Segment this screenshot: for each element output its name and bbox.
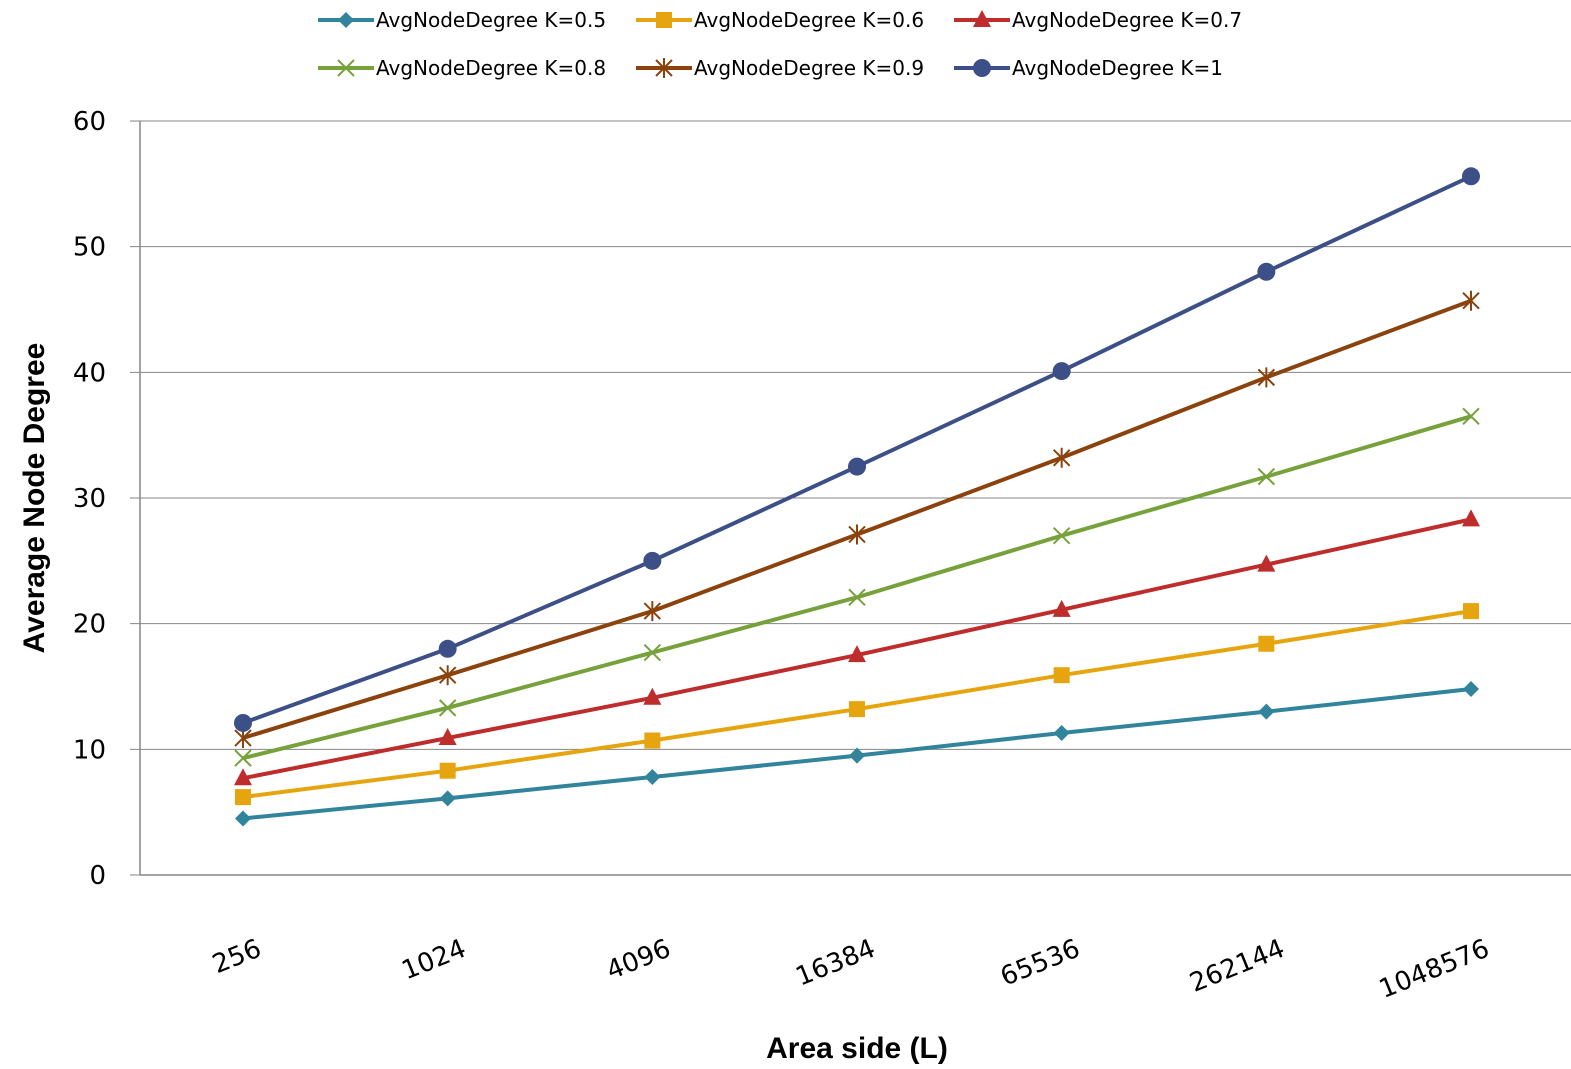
data-point-star [1462, 290, 1480, 311]
legend-item: AvgNodeDegree K=0.8 [318, 56, 606, 80]
y-tick-label: 50 [73, 233, 106, 263]
data-point-diamond [1463, 681, 1479, 698]
legend-item: AvgNodeDegree K=1 [954, 56, 1223, 80]
data-point-x [848, 588, 866, 606]
legend-label: AvgNodeDegree K=0.5 [376, 8, 606, 32]
x-tick-label: 16384 [792, 934, 880, 993]
data-point-circle [1052, 362, 1071, 381]
data-point-circle [1257, 262, 1276, 281]
x-tick-label: 4096 [602, 934, 675, 987]
legend-label: AvgNodeDegree K=0.9 [694, 56, 924, 80]
data-point-star [438, 665, 457, 686]
data-point-circle [973, 59, 991, 77]
x-tick-label: 1048576 [1375, 934, 1494, 1005]
legend-label: AvgNodeDegree K=1 [1012, 56, 1223, 80]
data-point-triangle [234, 768, 252, 786]
data-point-diamond [1053, 724, 1070, 741]
gridlines [130, 120, 1571, 876]
data-point-square [1258, 635, 1275, 652]
data-point-triangle [1462, 509, 1480, 527]
data-point-diamond [338, 12, 354, 28]
data-point-x [1052, 526, 1071, 545]
data-point-square [656, 12, 672, 28]
series-line [242, 298, 1472, 740]
data-point-square [439, 762, 456, 779]
data-point-diamond [439, 790, 456, 807]
series-group [234, 509, 1480, 786]
series-group [235, 681, 1479, 827]
data-point-square [849, 701, 865, 718]
legend-item: AvgNodeDegree K=0.9 [636, 56, 924, 80]
y-tick-label: 60 [73, 107, 106, 137]
series-group [235, 603, 1479, 806]
data-point-diamond [849, 747, 865, 764]
data-point-x [643, 643, 662, 662]
data-point-triangle [848, 645, 866, 663]
x-tick-label: 262144 [1186, 934, 1289, 999]
data-point-x [234, 749, 252, 767]
y-tick-label: 0 [89, 861, 106, 891]
y-axis-title: Average Node Degree [18, 343, 51, 654]
legend-item: AvgNodeDegree K=0.6 [636, 8, 924, 32]
data-point-square [644, 732, 661, 749]
y-tick-label: 20 [73, 610, 106, 640]
data-point-circle [234, 713, 252, 732]
data-point-star [848, 524, 866, 545]
y-tick-label: 30 [73, 484, 106, 514]
x-axis-ticks: 256 1024 4096 16384 65536 262144 1048576 [208, 934, 1493, 1005]
y-tick-label: 40 [73, 358, 106, 388]
data-point-square [1053, 667, 1070, 684]
data-point-x [1257, 467, 1276, 486]
data-point-circle [1462, 167, 1480, 186]
data-point-circle [438, 639, 457, 658]
data-point-square [235, 789, 251, 806]
series-group [234, 167, 1480, 732]
legend-label: AvgNodeDegree K=0.7 [1012, 8, 1242, 32]
legend-item: AvgNodeDegree K=0.7 [954, 8, 1242, 32]
data-point-star [1052, 447, 1071, 468]
data-point-diamond [1258, 703, 1275, 720]
x-axis-title: Area side (L) [766, 1032, 948, 1065]
x-tick-label: 256 [208, 934, 265, 980]
data-point-x [1462, 407, 1480, 426]
data-point-triangle [1257, 554, 1276, 572]
y-tick-label: 10 [73, 735, 106, 765]
series-layer [234, 167, 1480, 827]
series-group [234, 290, 1480, 749]
y-axis-ticks: 0 10 20 30 40 50 60 [73, 107, 106, 891]
legend-label: AvgNodeDegree K=0.8 [376, 56, 606, 80]
data-point-x [337, 59, 355, 77]
data-point-triangle [438, 728, 457, 746]
data-point-star [655, 58, 673, 78]
data-point-star [1257, 367, 1276, 388]
data-point-square [1463, 603, 1479, 620]
data-point-star [643, 601, 662, 622]
legend-label: AvgNodeDegree K=0.6 [694, 8, 924, 32]
data-point-x [438, 699, 457, 717]
series-group [234, 407, 1480, 767]
data-point-circle [848, 457, 866, 476]
legend: AvgNodeDegree K=0.5 AvgNodeDegree K=0.6 Av… [318, 8, 1242, 80]
data-point-triangle [973, 10, 991, 27]
data-point-triangle [643, 687, 662, 705]
data-point-diamond [644, 768, 661, 785]
data-point-circle [643, 551, 662, 570]
x-tick-label: 65536 [996, 934, 1084, 993]
legend-item: AvgNodeDegree K=0.5 [318, 8, 606, 32]
data-point-triangle [1052, 599, 1071, 617]
x-tick-label: 1024 [398, 934, 471, 987]
data-point-diamond [235, 810, 251, 827]
